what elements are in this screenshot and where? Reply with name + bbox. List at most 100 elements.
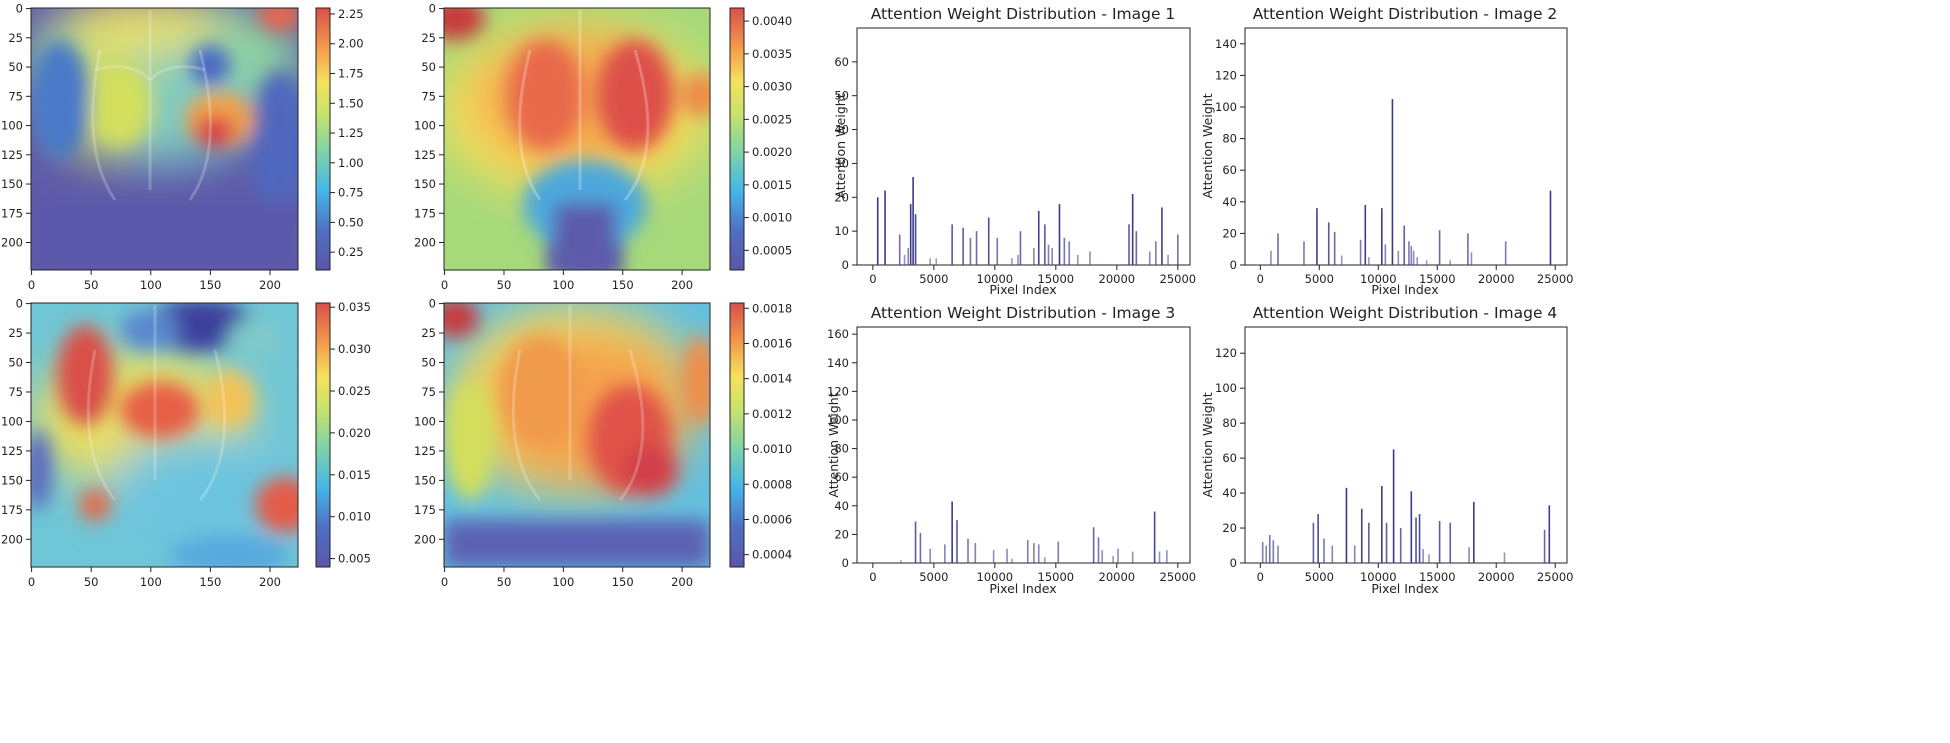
y-tick-label: 20	[834, 190, 849, 204]
bar-chart-3-ylabel: Attention Weight	[826, 392, 841, 497]
colorbar-tick-label: 0.0012	[752, 407, 792, 421]
bar-chart-3-title: Attention Weight Distribution - Image 3	[871, 304, 1176, 322]
bar	[1468, 547, 1470, 563]
bar	[1438, 521, 1441, 563]
heatmap-x-tick-label: 50	[84, 278, 99, 292]
bar-chart-4-bars	[1261, 449, 1551, 563]
y-tick-label: 80	[1222, 132, 1237, 146]
bar	[1470, 252, 1473, 265]
y-tick-label: 60	[1222, 451, 1237, 465]
heatmap-x-tick-label: 200	[259, 575, 281, 589]
y-tick-label: 0	[1230, 556, 1237, 570]
colorbar-tick-label: 0.020	[338, 426, 371, 440]
bar	[1340, 255, 1343, 265]
bar-chart-2: Attention Weight Distribution - Image 2 …	[1200, 5, 1574, 297]
heatmap-4-x-ticks: 0 50 100 150 200	[441, 567, 693, 589]
bar	[1412, 250, 1415, 265]
y-tick-label: 50	[834, 89, 849, 103]
heatmap-x-tick-label: 200	[671, 278, 693, 292]
bar	[919, 532, 922, 563]
colorbar-tick-label: 0.0010	[752, 211, 792, 225]
heatmap-image-3	[31, 303, 298, 567]
bar	[1177, 234, 1179, 265]
x-tick-label: 25000	[1537, 272, 1574, 286]
heatmap-x-tick-label: 100	[552, 575, 574, 589]
bar	[935, 258, 938, 265]
colorbar-3	[315, 302, 331, 568]
heatmap-1-x-ticks: 0 50 100 150 200	[28, 270, 281, 292]
bar	[1017, 254, 1019, 265]
y-tick-label: 40	[834, 123, 849, 137]
bar	[1268, 535, 1271, 563]
colorbar-tick-label: 0.0016	[752, 336, 792, 350]
bar-chart-3: Attention Weight Distribution - Image 3 …	[826, 304, 1196, 596]
x-tick-label: 15000	[1038, 272, 1075, 286]
heatmap-y-tick-label: 50	[421, 356, 436, 370]
y-tick-label: 30	[834, 156, 849, 170]
bar	[1408, 241, 1410, 265]
bar	[1019, 231, 1022, 265]
bar	[1155, 241, 1157, 265]
bar	[1548, 505, 1551, 563]
heatmap-y-tick-label: 150	[414, 177, 436, 191]
heatmap-y-tick-label: 50	[8, 356, 23, 370]
colorbar-tick-label: 0.0015	[752, 178, 792, 192]
heatmap-y-tick-label: 200	[414, 236, 436, 250]
x-tick-label: 5000	[1305, 570, 1334, 584]
bar	[1076, 254, 1079, 265]
bar	[969, 237, 972, 265]
bar-chart-2-xlabel: Pixel Index	[1371, 282, 1438, 297]
bar	[1037, 544, 1040, 563]
bar	[1410, 246, 1413, 265]
heatmap-2-y-ticks: 0 25 50 75 100 125 150 175 200	[414, 2, 444, 250]
bar	[962, 227, 964, 265]
y-tick-label: 10	[834, 224, 849, 238]
bar-chart-3-xlabel: Pixel Index	[989, 581, 1056, 596]
bar	[1033, 542, 1035, 563]
bar	[1428, 554, 1430, 563]
heatmap-3-x-ticks: 0 50 100 150 200	[28, 567, 281, 589]
bar	[1368, 257, 1370, 265]
bar	[1063, 237, 1066, 265]
bar	[1047, 244, 1050, 265]
bar-chart-2-ylabel: Attention Weight	[1200, 93, 1215, 198]
bar	[1399, 528, 1402, 563]
bar	[1359, 239, 1362, 265]
bar-chart-4-ylabel: Attention Weight	[1200, 392, 1215, 497]
x-tick-label: 0	[1257, 272, 1264, 286]
colorbar-tick-label: 0.0020	[752, 145, 792, 159]
bar	[1385, 522, 1388, 563]
heatmap-y-tick-label: 100	[414, 414, 436, 428]
heatmap-x-tick-label: 0	[28, 278, 35, 292]
bar	[1089, 251, 1091, 265]
heatmap-y-tick-label: 75	[8, 385, 23, 399]
colorbar-tick-label: 1.25	[338, 126, 364, 140]
colorbar-1-ticks: 0.25 0.50 0.75 1.00 1.25 1.50 1.75 2.00 2.25	[330, 7, 364, 259]
heatmap-3-y-ticks: 0 25 50 75 100 125 150 175 200	[1, 297, 31, 546]
y-tick-label: 60	[834, 55, 849, 69]
bar	[1327, 222, 1330, 265]
bar-chart-4-xlabel: Pixel Index	[1371, 581, 1438, 596]
bar	[1397, 250, 1400, 265]
bar	[1006, 548, 1008, 563]
colorbar-2	[729, 7, 745, 271]
colorbar-tick-label: 2.25	[338, 7, 364, 21]
bar	[876, 197, 879, 265]
colorbar-tick-label: 0.0018	[752, 301, 792, 315]
heatmap-y-tick-label: 75	[421, 89, 436, 103]
bar	[1392, 449, 1395, 563]
bar	[944, 544, 946, 563]
heatmap-x-tick-label: 100	[140, 278, 162, 292]
bar	[1131, 193, 1134, 265]
bar	[1384, 244, 1387, 265]
bar	[1368, 522, 1370, 563]
bar	[1504, 241, 1507, 265]
bar	[1345, 487, 1348, 563]
colorbar-4	[729, 302, 745, 568]
heatmap-x-tick-label: 0	[441, 278, 448, 292]
bar	[912, 176, 914, 265]
y-tick-label: 0	[1230, 258, 1237, 272]
x-tick-label: 0	[869, 272, 876, 286]
bar	[1026, 540, 1029, 563]
heatmap-panel-4: 0 50 100 150 200 0 25 50 75 100 125 150 175 200 0.00…	[414, 297, 792, 589]
